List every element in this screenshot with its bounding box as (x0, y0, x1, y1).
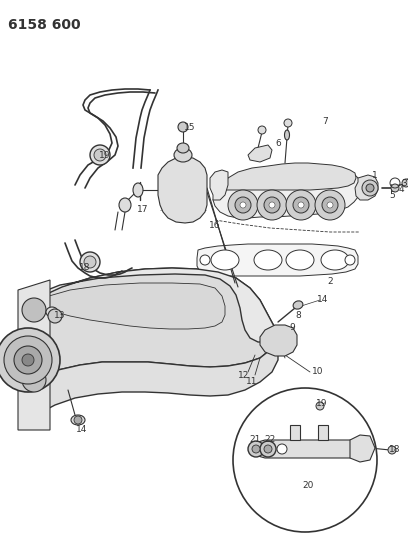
Text: 6158 600: 6158 600 (8, 18, 81, 32)
Text: 4: 4 (398, 185, 404, 195)
Circle shape (14, 346, 42, 374)
Circle shape (90, 145, 110, 165)
Circle shape (362, 180, 378, 196)
Text: 5: 5 (389, 191, 395, 200)
Circle shape (315, 190, 345, 220)
Polygon shape (355, 175, 378, 200)
Circle shape (264, 445, 272, 453)
Text: 9: 9 (289, 324, 295, 333)
Circle shape (345, 255, 355, 265)
Circle shape (84, 256, 96, 268)
Text: 8: 8 (295, 311, 301, 319)
Polygon shape (318, 425, 328, 440)
Text: 18: 18 (389, 446, 401, 455)
Circle shape (298, 202, 304, 208)
Ellipse shape (293, 301, 303, 309)
Circle shape (74, 416, 82, 424)
Circle shape (4, 336, 52, 384)
Ellipse shape (321, 250, 349, 270)
Circle shape (258, 126, 266, 134)
Circle shape (264, 197, 280, 213)
Circle shape (248, 441, 264, 457)
Polygon shape (33, 283, 225, 329)
Text: 10: 10 (312, 367, 324, 376)
Circle shape (260, 441, 276, 457)
Circle shape (284, 119, 292, 127)
Circle shape (200, 255, 210, 265)
Circle shape (22, 368, 46, 392)
Text: 6: 6 (275, 139, 281, 148)
Circle shape (322, 197, 338, 213)
Text: 19: 19 (316, 399, 328, 408)
Text: 7: 7 (322, 117, 328, 126)
Polygon shape (197, 244, 358, 276)
Circle shape (233, 388, 377, 532)
Text: 1: 1 (372, 171, 378, 180)
Text: 21: 21 (249, 435, 261, 445)
Polygon shape (225, 163, 356, 190)
Circle shape (240, 202, 246, 208)
Polygon shape (22, 268, 275, 342)
Text: 12: 12 (238, 370, 250, 379)
Ellipse shape (177, 143, 189, 153)
Text: 3: 3 (401, 179, 407, 188)
Polygon shape (22, 340, 278, 428)
Text: 11: 11 (246, 377, 258, 386)
Polygon shape (158, 157, 207, 223)
Text: 17: 17 (137, 206, 149, 214)
Circle shape (316, 402, 324, 410)
Ellipse shape (254, 250, 282, 270)
Ellipse shape (119, 198, 131, 212)
Text: 22: 22 (264, 435, 276, 445)
Circle shape (327, 202, 333, 208)
Ellipse shape (133, 183, 143, 197)
Polygon shape (18, 280, 50, 430)
Polygon shape (210, 170, 228, 200)
Polygon shape (260, 325, 297, 356)
Polygon shape (290, 425, 300, 440)
Polygon shape (350, 435, 375, 462)
Circle shape (22, 354, 34, 366)
Circle shape (178, 122, 188, 132)
Circle shape (265, 444, 275, 454)
Circle shape (277, 444, 287, 454)
Text: 13: 13 (54, 311, 66, 320)
Polygon shape (255, 440, 362, 458)
Circle shape (293, 197, 309, 213)
Circle shape (286, 190, 316, 220)
Circle shape (94, 149, 106, 161)
Circle shape (235, 197, 251, 213)
Text: 15: 15 (184, 124, 196, 133)
Ellipse shape (46, 307, 58, 317)
Text: 19: 19 (99, 150, 111, 159)
Circle shape (228, 190, 258, 220)
Text: 14: 14 (317, 295, 329, 304)
Circle shape (257, 190, 287, 220)
Ellipse shape (211, 250, 239, 270)
Circle shape (366, 184, 374, 192)
Circle shape (48, 309, 62, 323)
Polygon shape (248, 145, 272, 162)
Ellipse shape (286, 250, 314, 270)
Circle shape (252, 445, 260, 453)
Ellipse shape (71, 415, 85, 425)
Polygon shape (213, 167, 360, 218)
Circle shape (391, 184, 399, 192)
Text: 2: 2 (327, 278, 333, 287)
Text: 14: 14 (76, 425, 88, 434)
Ellipse shape (284, 130, 290, 140)
Text: 16: 16 (209, 221, 221, 230)
Text: 18: 18 (79, 263, 91, 272)
Text: 20: 20 (302, 481, 314, 489)
Circle shape (388, 446, 396, 454)
Ellipse shape (174, 148, 192, 162)
Circle shape (80, 252, 100, 272)
Circle shape (269, 202, 275, 208)
Circle shape (402, 179, 408, 187)
Circle shape (22, 298, 46, 322)
Circle shape (0, 328, 60, 392)
Polygon shape (22, 268, 275, 398)
